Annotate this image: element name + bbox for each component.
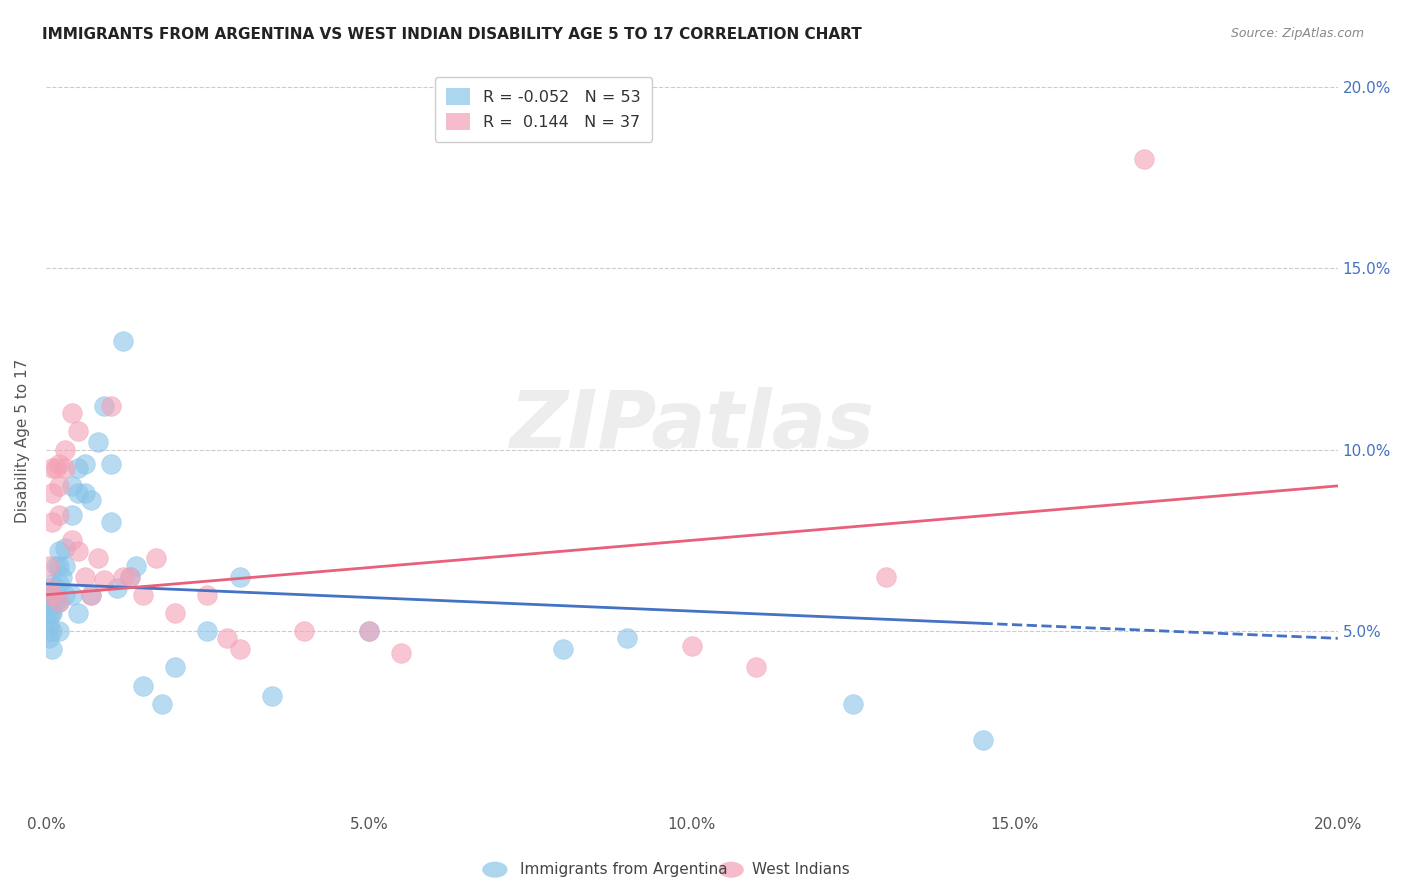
Point bbox=[48, 558, 70, 573]
Point bbox=[48, 577, 70, 591]
Point bbox=[125, 558, 148, 573]
Point bbox=[132, 588, 155, 602]
Point bbox=[150, 697, 173, 711]
Point bbox=[45, 558, 67, 573]
Point bbox=[53, 558, 76, 573]
Point bbox=[551, 642, 574, 657]
Point bbox=[93, 574, 115, 588]
Point bbox=[41, 624, 63, 638]
Point bbox=[41, 515, 63, 529]
Point bbox=[100, 399, 122, 413]
Point bbox=[41, 642, 63, 657]
Point bbox=[38, 599, 60, 613]
Point bbox=[53, 442, 76, 457]
Point bbox=[38, 624, 60, 638]
Point bbox=[38, 588, 60, 602]
Point bbox=[38, 558, 60, 573]
Point bbox=[100, 457, 122, 471]
Point bbox=[67, 425, 90, 439]
Point bbox=[1133, 153, 1156, 167]
Point bbox=[67, 486, 90, 500]
Text: ZIPatlas: ZIPatlas bbox=[509, 386, 875, 465]
Point bbox=[45, 460, 67, 475]
Point bbox=[67, 460, 90, 475]
Point bbox=[38, 616, 60, 631]
Point bbox=[132, 679, 155, 693]
Point bbox=[86, 551, 108, 566]
Point bbox=[41, 606, 63, 620]
Point bbox=[53, 460, 76, 475]
Point bbox=[60, 588, 83, 602]
Point bbox=[53, 588, 76, 602]
Point bbox=[357, 624, 380, 638]
Point bbox=[48, 508, 70, 522]
Point bbox=[48, 624, 70, 638]
Point bbox=[73, 457, 96, 471]
Legend: R = -0.052   N = 53, R =  0.144   N = 37: R = -0.052 N = 53, R = 0.144 N = 37 bbox=[434, 77, 652, 142]
Point bbox=[38, 632, 60, 646]
Point bbox=[197, 624, 219, 638]
Point bbox=[48, 544, 70, 558]
Point bbox=[112, 334, 135, 348]
Point bbox=[41, 577, 63, 591]
Point bbox=[53, 541, 76, 555]
Point bbox=[389, 646, 412, 660]
Point bbox=[48, 595, 70, 609]
Point bbox=[681, 639, 703, 653]
Point bbox=[972, 733, 994, 747]
Point bbox=[118, 569, 141, 583]
Point bbox=[357, 624, 380, 638]
Point bbox=[73, 569, 96, 583]
Y-axis label: Disability Age 5 to 17: Disability Age 5 to 17 bbox=[15, 359, 30, 523]
Point bbox=[67, 544, 90, 558]
Point bbox=[51, 569, 73, 583]
Point bbox=[260, 690, 283, 704]
Point bbox=[48, 479, 70, 493]
Point bbox=[165, 660, 187, 674]
Point bbox=[80, 493, 103, 508]
Point bbox=[67, 606, 90, 620]
Point bbox=[229, 642, 252, 657]
Point bbox=[145, 551, 167, 566]
Point bbox=[60, 406, 83, 420]
Point bbox=[100, 515, 122, 529]
Point bbox=[41, 588, 63, 602]
Point bbox=[45, 595, 67, 609]
Point bbox=[80, 588, 103, 602]
Point bbox=[616, 632, 638, 646]
Point bbox=[118, 569, 141, 583]
Point bbox=[38, 606, 60, 620]
Point bbox=[165, 606, 187, 620]
Point bbox=[48, 457, 70, 471]
Point bbox=[229, 569, 252, 583]
Point bbox=[292, 624, 315, 638]
Point bbox=[41, 486, 63, 500]
Point bbox=[41, 460, 63, 475]
Point bbox=[48, 595, 70, 609]
Point bbox=[105, 581, 128, 595]
Point bbox=[38, 581, 60, 595]
Text: IMMIGRANTS FROM ARGENTINA VS WEST INDIAN DISABILITY AGE 5 TO 17 CORRELATION CHAR: IMMIGRANTS FROM ARGENTINA VS WEST INDIAN… bbox=[42, 27, 862, 42]
Point bbox=[93, 399, 115, 413]
Text: West Indians: West Indians bbox=[752, 863, 851, 877]
Point bbox=[842, 697, 865, 711]
Point bbox=[39, 606, 62, 620]
Point bbox=[60, 508, 83, 522]
Point bbox=[745, 660, 768, 674]
Point bbox=[215, 632, 238, 646]
Point bbox=[86, 435, 108, 450]
Point bbox=[80, 588, 103, 602]
Point bbox=[60, 479, 83, 493]
Text: Immigrants from Argentina: Immigrants from Argentina bbox=[520, 863, 728, 877]
Point bbox=[41, 595, 63, 609]
Point bbox=[60, 533, 83, 548]
Point bbox=[45, 581, 67, 595]
Point bbox=[112, 569, 135, 583]
Point bbox=[875, 569, 897, 583]
Text: Source: ZipAtlas.com: Source: ZipAtlas.com bbox=[1230, 27, 1364, 40]
Point bbox=[73, 486, 96, 500]
Point bbox=[197, 588, 219, 602]
